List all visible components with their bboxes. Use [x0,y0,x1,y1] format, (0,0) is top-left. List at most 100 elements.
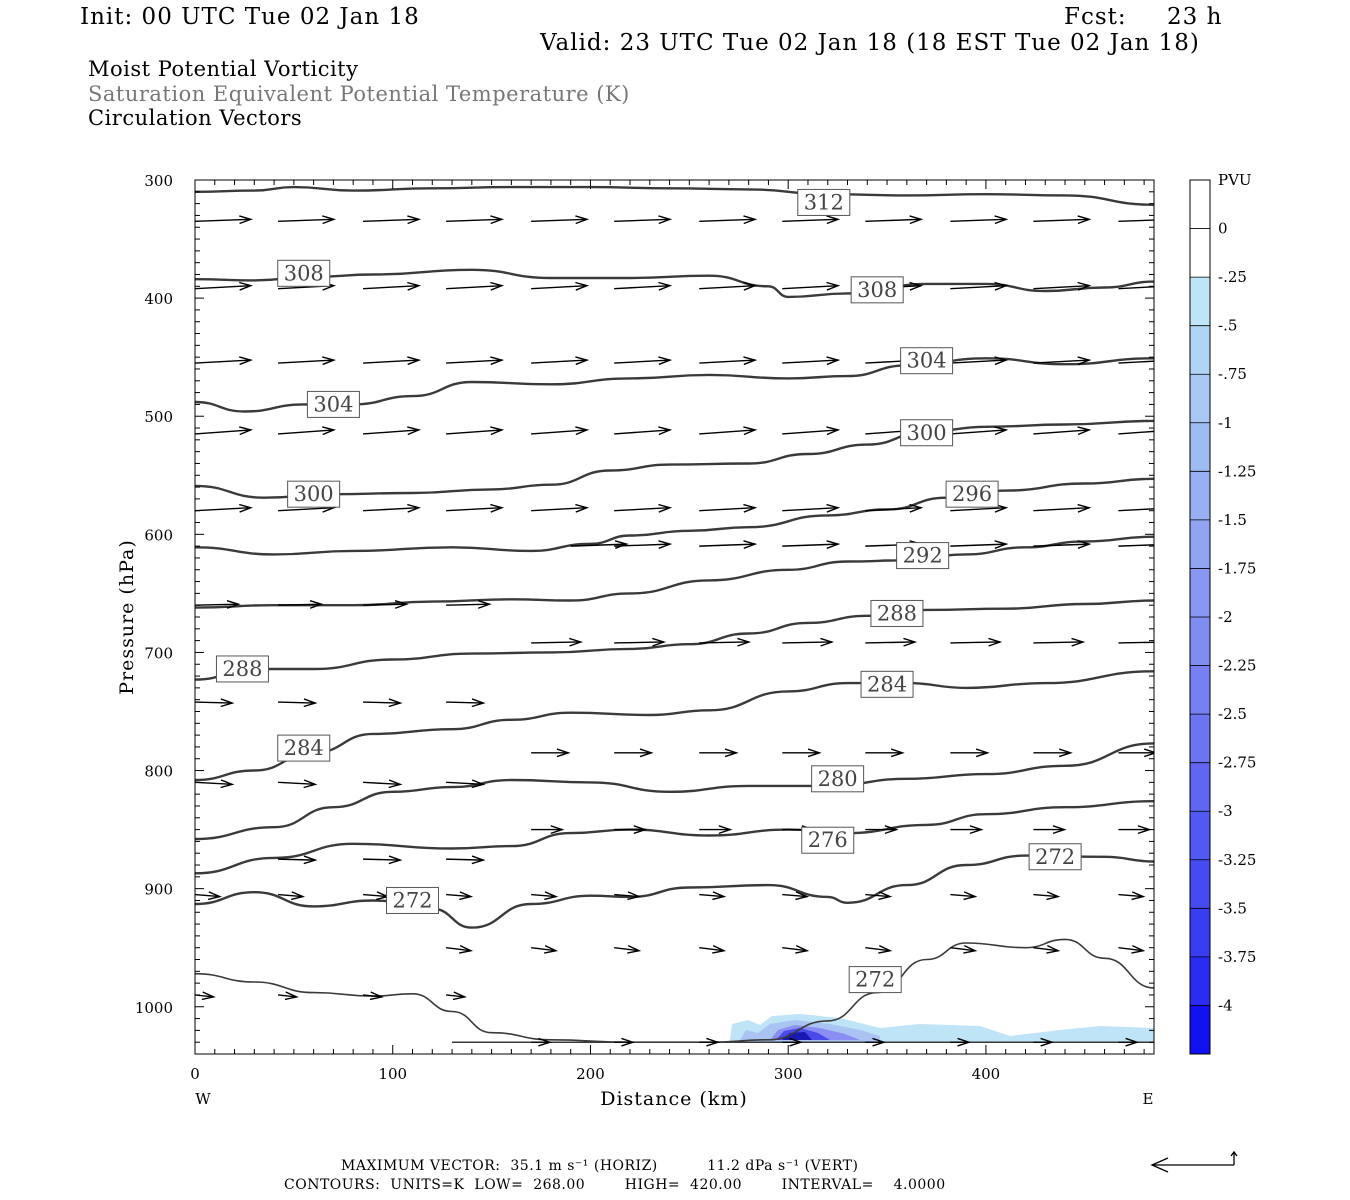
vector-shaft [782,218,839,223]
forecast-hour: 23 h [1167,4,1223,30]
vector-head [1077,503,1092,513]
vector-head [575,356,590,366]
vector-head [239,356,254,366]
circulation-vector [1033,503,1092,513]
vector-head [878,891,893,901]
vector-head [963,944,978,954]
vector-head [658,281,673,291]
vector-shaft [699,947,725,952]
vector-head [1077,215,1092,225]
vector-shaft [782,893,808,898]
circulation-vector [699,637,752,647]
contour-label-308: 308 [284,261,324,285]
circulation-vector [782,215,841,225]
vector-shaft [1033,543,1090,547]
circulation-vector [699,891,727,901]
vector-head [407,281,422,291]
colorbar-tick-label: -.25 [1218,268,1247,286]
circulation-vector [446,503,505,513]
contour-line-276 [195,800,1154,875]
colorbar-swatch [1190,277,1210,327]
circulation-vector [446,944,474,954]
vector-head [490,356,505,366]
vector-head [1143,748,1154,758]
vector-head [789,1037,804,1047]
vector-shaft [363,429,419,435]
x-axis-title: Distance (km) [600,1088,748,1110]
vector-head [369,991,384,1001]
circulation-vector [278,698,318,708]
vector-head [1163,541,1175,549]
vector-head [1058,748,1073,758]
x-tick-label: 100 [378,1065,407,1083]
vector-head [658,215,673,225]
x-tick-label: 0 [190,1065,200,1083]
vector-shaft [531,359,587,364]
colorbar-tick-label: -2.75 [1218,754,1256,772]
vector-head [975,748,990,758]
circulation-vector [195,991,216,1001]
circulation-vector [614,503,673,513]
contour-label-292: 292 [903,544,943,568]
circulation-vector [195,698,235,708]
vector-shaft [446,284,502,290]
circulation-vector [446,855,486,865]
vector-head [826,356,841,366]
vector-head [1077,540,1092,549]
vector-head [303,698,318,708]
vector-head [1163,427,1175,435]
vector-head [988,637,1003,647]
vector-head [633,825,648,835]
vector-head [820,637,835,647]
colorbar-swatch [1190,859,1210,909]
vector-shaft [570,543,627,547]
vector-shaft [699,641,749,644]
colorbar-swatch [1190,519,1210,569]
vector-shaft [782,359,839,364]
vector-shaft [195,507,251,512]
vector-shaft [699,507,756,512]
vector-head [724,748,739,758]
vector-head [452,991,467,1001]
vector-head [407,215,422,225]
vector-shaft [446,218,502,223]
contour-label-box [945,480,999,508]
vector-head [969,825,984,835]
vector-shaft [195,218,251,223]
circulation-vector [1118,944,1146,954]
vector-shaft [614,284,671,290]
contour-label-276: 276 [808,828,848,852]
circulation-vector [699,944,727,954]
circulation-vector [699,503,758,513]
contour-label-288: 288 [222,657,262,681]
circulation-vector [1118,360,1154,364]
contour-line-272 [195,854,1154,929]
pv-shading [730,1014,1154,1042]
vector-head [303,779,318,789]
circulation-vector [531,1037,552,1047]
vector-head [706,1037,721,1047]
y-tick-label: 1000 [135,999,173,1017]
vector-head [471,779,486,789]
circulation-vector [195,281,254,291]
vector-shaft [614,893,640,898]
colorbar-tick-label: -3 [1218,802,1233,820]
vector-shaft [950,218,1007,223]
vector-head [1046,944,1061,954]
vector-head [957,1037,972,1047]
circulation-vector [1118,286,1154,290]
circulation-vector [531,748,571,758]
vector-shaft [195,429,251,435]
circulation-vector [614,748,654,758]
colorbar-swatch [1190,762,1210,812]
y-tick-label: 600 [144,526,173,544]
vector-head [994,426,1009,436]
vector-shaft [363,701,401,704]
vector-head [201,991,216,1001]
circulation-vector [1033,356,1092,366]
vector-head [575,503,590,513]
vector-head [807,748,822,758]
vector-head [826,540,841,549]
vector-head [490,215,505,225]
circulation-vector [195,779,235,789]
